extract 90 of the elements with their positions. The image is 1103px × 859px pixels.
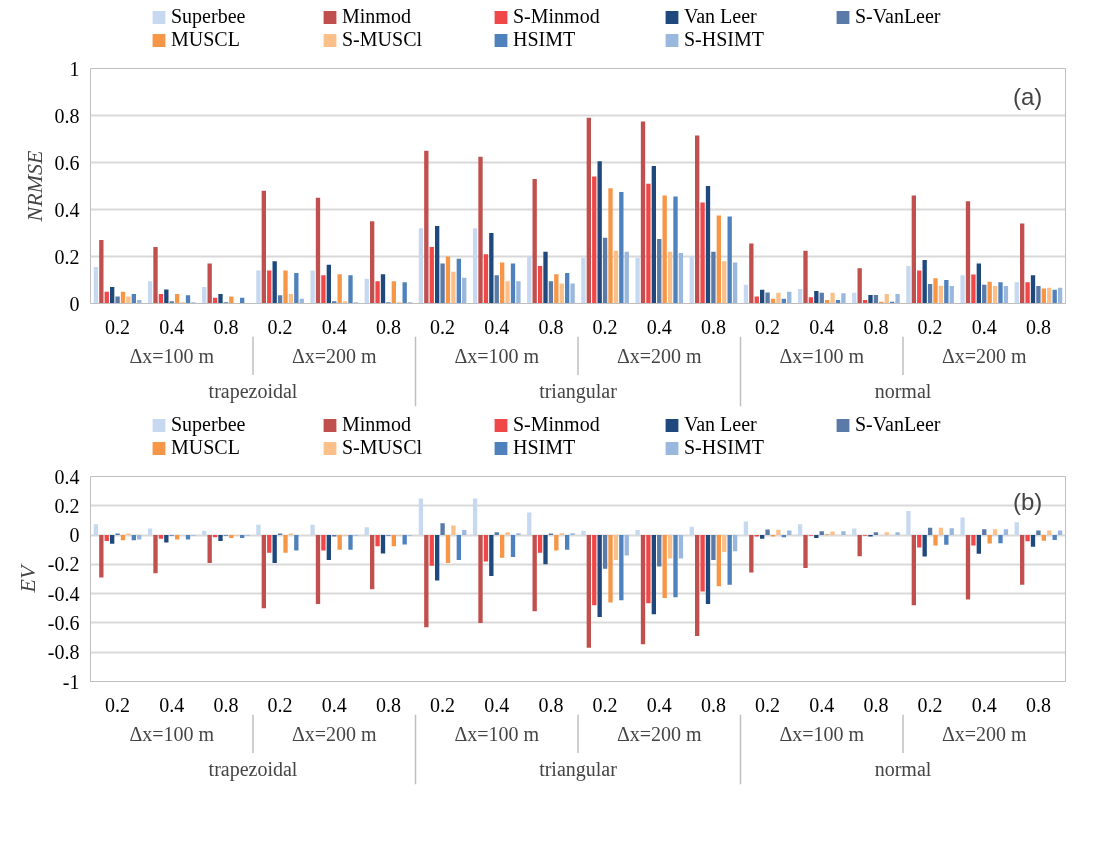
y-tick-label: 1	[69, 57, 80, 80]
legend-label: S-VanLeer	[855, 5, 942, 28]
text: Δx=100 m	[129, 723, 215, 746]
x-tick-label: 0.4	[321, 315, 347, 338]
y-tick-label: -1	[62, 670, 80, 693]
legend-label: Superbee	[171, 5, 247, 28]
x-tick-label: 0.2	[917, 315, 943, 338]
legend-label: S-MUSCl	[342, 436, 424, 459]
legend-label: MUSCL	[171, 28, 241, 51]
text: Δx=100 m	[129, 345, 215, 368]
text: Δx=100 m	[779, 345, 865, 368]
x-tick-label: 0.8	[213, 315, 239, 338]
x-tick-label: 0.8	[538, 315, 564, 338]
y-axis-title: NRMSE	[21, 150, 47, 223]
legend-label: Van Leer	[684, 5, 758, 28]
legend-label: S-VanLeer	[855, 413, 942, 436]
legend-label: S-Minmod	[513, 413, 601, 436]
annotation: (a)	[1012, 83, 1043, 111]
x-tick-label: 0.2	[267, 693, 293, 716]
y-tick-label: -0.4	[47, 582, 80, 605]
y-tick-label: -0.8	[47, 641, 80, 664]
annotation: (b)	[1012, 487, 1043, 515]
x-tick-label: 0.8	[375, 693, 401, 716]
x-tick-label: 0.4	[646, 693, 672, 716]
x-tick-label: 0.4	[971, 693, 997, 716]
text: Δx=200 m	[941, 723, 1028, 746]
x-tick-label: 0.2	[105, 315, 131, 338]
x-tick-label: 0.2	[917, 693, 943, 716]
x-tick-label: 0.8	[213, 693, 239, 716]
x-tick-label: 0.4	[159, 315, 185, 338]
y-tick-label: 0.6	[54, 151, 80, 174]
y-tick-label: 0.4	[54, 465, 80, 488]
x-tick-label: 0.2	[592, 693, 618, 716]
text: trapezoidal	[208, 758, 298, 782]
y-tick-label: 0.8	[54, 104, 80, 127]
x-tick-label: 0.4	[484, 315, 510, 338]
x-tick-label: 0.2	[267, 315, 293, 338]
legend-label: HSIMT	[513, 436, 577, 459]
legend-label: Minmod	[342, 413, 412, 436]
text: normal	[874, 758, 932, 781]
x-tick-label: 0.8	[700, 693, 726, 716]
text: Δx=100 m	[454, 345, 540, 368]
text: Δx=200 m	[616, 345, 703, 368]
y-tick-label: 0	[69, 292, 80, 315]
text: Δx=200 m	[941, 345, 1028, 368]
text: trapezoidal	[208, 380, 298, 404]
y-tick-label: 0.2	[54, 494, 80, 517]
x-tick-label: 0.8	[1025, 693, 1051, 716]
text: Δx=200 m	[291, 723, 378, 746]
text: normal	[874, 380, 932, 403]
x-tick-label: 0.2	[755, 315, 781, 338]
y-tick-label: 0	[69, 524, 80, 547]
x-tick-label: 0.4	[809, 693, 835, 716]
x-tick-label: 0.8	[538, 693, 564, 716]
y-tick-label: 0.4	[54, 198, 80, 221]
y-tick-label: 0.2	[54, 245, 80, 268]
x-tick-label: 0.2	[755, 693, 781, 716]
x-tick-label: 0.4	[159, 693, 185, 716]
x-tick-label: 0.4	[484, 693, 510, 716]
text: Δx=100 m	[454, 723, 540, 746]
legend-label: Superbee	[171, 413, 247, 436]
legend-label: S-HSIMT	[684, 436, 765, 459]
legend-label: Van Leer	[684, 413, 758, 436]
legend-label: S-HSIMT	[684, 28, 765, 51]
legend-label: S-Minmod	[513, 5, 601, 28]
y-tick-label: -0.6	[47, 611, 80, 634]
x-tick-label: 0.8	[863, 693, 889, 716]
text: triangular	[539, 758, 618, 782]
x-tick-label: 0.2	[592, 315, 618, 338]
x-tick-label: 0.2	[105, 693, 131, 716]
legend-label: MUSCL	[171, 436, 241, 459]
text: Δx=200 m	[616, 723, 703, 746]
text: Δx=100 m	[779, 723, 865, 746]
x-tick-label: 0.2	[430, 693, 456, 716]
x-tick-label: 0.4	[809, 315, 835, 338]
x-tick-label: 0.8	[375, 315, 401, 338]
x-tick-label: 0.8	[863, 315, 889, 338]
text: triangular	[539, 380, 618, 404]
y-tick-label: -0.2	[47, 553, 80, 576]
x-tick-label: 0.4	[321, 693, 347, 716]
x-tick-label: 0.4	[646, 315, 672, 338]
x-tick-label: 0.4	[971, 315, 997, 338]
x-tick-label: 0.8	[700, 315, 726, 338]
legend-label: HSIMT	[513, 28, 577, 51]
x-tick-label: 0.2	[430, 315, 456, 338]
text: Δx=200 m	[291, 345, 378, 368]
x-tick-label: 0.8	[1025, 315, 1051, 338]
legend-label: S-MUSCl	[342, 28, 424, 51]
y-axis-title: EV	[14, 563, 40, 594]
legend-label: Minmod	[342, 5, 412, 28]
